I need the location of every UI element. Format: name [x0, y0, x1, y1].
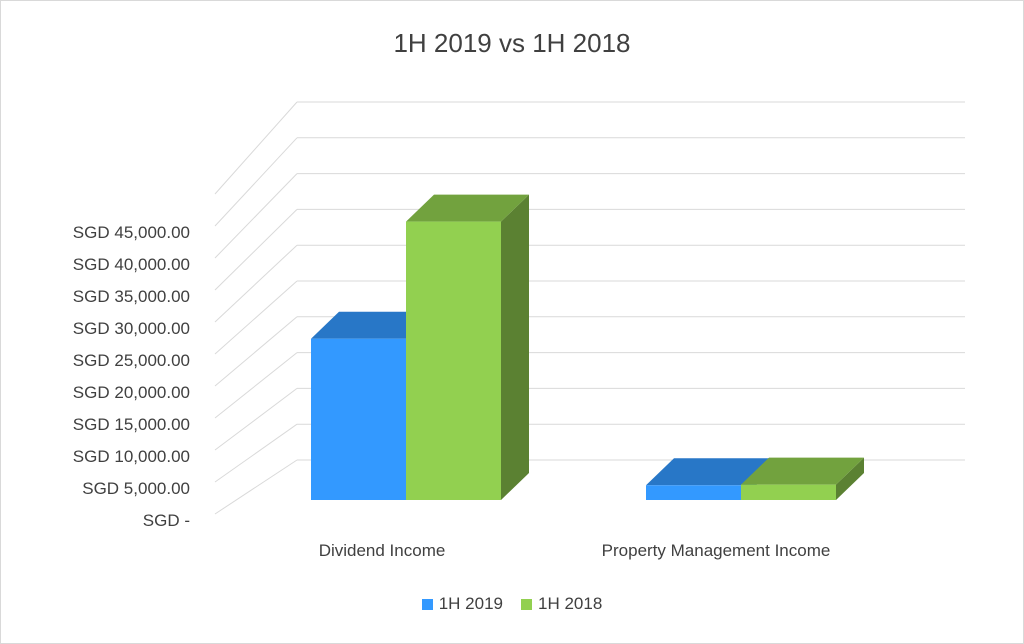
bar-1-1 [741, 484, 836, 500]
bar-side-1-1 [836, 457, 864, 500]
x-tick-label: Dividend Income [319, 541, 446, 560]
y-tick-label: SGD 25,000.00 [73, 351, 190, 370]
y-tick-label: SGD - [143, 511, 190, 530]
y-tick-label: SGD 35,000.00 [73, 287, 190, 306]
legend-item-1h-2019: 1H 2019 [421, 594, 503, 614]
y-tick-label: SGD 15,000.00 [73, 415, 190, 434]
y-tick-label: SGD 5,000.00 [82, 479, 190, 498]
gridline-side-2 [214, 388, 298, 451]
bar-top-1-0 [406, 194, 529, 222]
chart-legend: 1H 2019 1H 2018 [0, 594, 1024, 614]
y-tick-label: SGD 45,000.00 [73, 223, 190, 242]
bar-top-1-1 [741, 457, 864, 485]
gridline-side-4 [214, 316, 298, 387]
y-tick-label: SGD 30,000.00 [73, 319, 190, 338]
bar-1-0 [406, 221, 501, 500]
bar-side-1-0 [501, 194, 529, 500]
y-tick-label: SGD 20,000.00 [73, 383, 190, 402]
bar-top-0-1 [646, 458, 769, 486]
chart-title: 1H 2019 vs 1H 2018 [393, 28, 631, 58]
bar-0-0 [311, 338, 406, 500]
bar-0-1 [646, 485, 741, 500]
y-tick-label: SGD 10,000.00 [73, 447, 190, 466]
gridline-side-9 [214, 137, 298, 227]
gridline-side-7 [214, 209, 298, 291]
legend-swatch-1h-2019 [421, 598, 433, 610]
gridline-side-3 [214, 352, 298, 419]
x-tick-label: Property Management Income [602, 541, 831, 560]
gridline-side-6 [214, 244, 298, 323]
legend-label-1h-2018: 1H 2018 [538, 594, 603, 613]
bar-top-0-0 [311, 311, 434, 339]
legend-label-1h-2019: 1H 2019 [438, 594, 503, 613]
gridline-side-1 [214, 423, 298, 483]
y-tick-label: SGD 40,000.00 [73, 255, 190, 274]
gridline-side-8 [214, 173, 298, 259]
gridline-side-5 [214, 280, 298, 355]
legend-item-1h-2018: 1H 2018 [521, 594, 602, 614]
gridline-side-0 [214, 459, 298, 515]
legend-swatch-1h-2018 [521, 598, 532, 610]
gridline-side-10 [214, 101, 298, 195]
